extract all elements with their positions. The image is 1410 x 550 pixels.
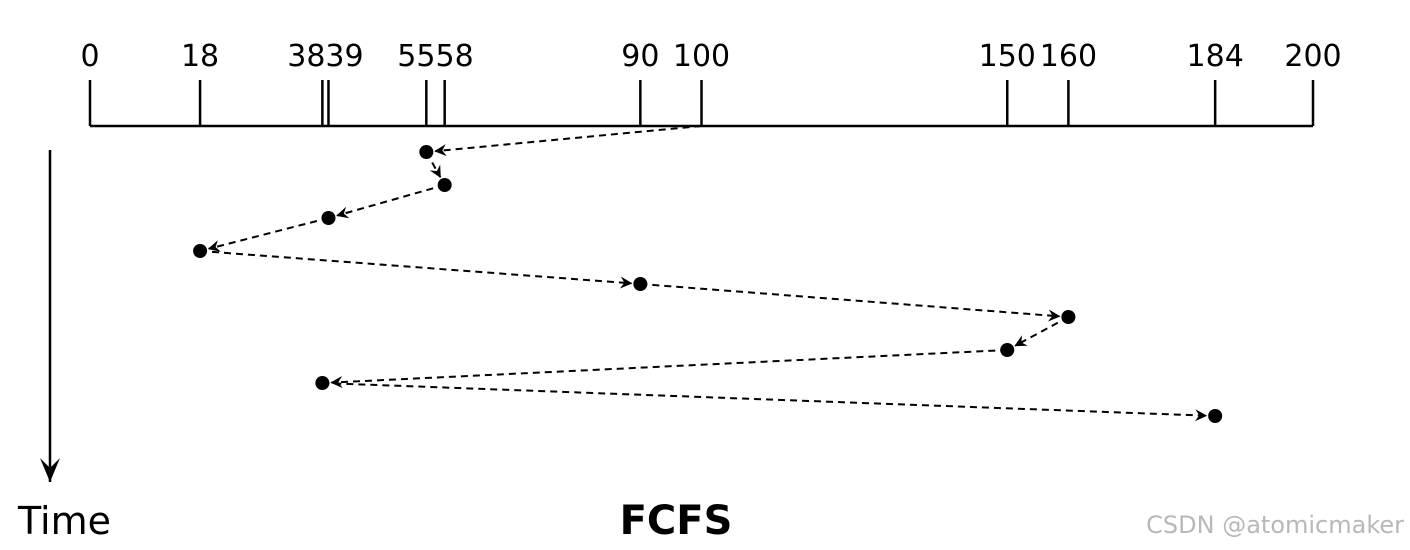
tick-label: 38: [287, 39, 325, 74]
seek-arrow: [330, 349, 1008, 389]
seek-arrow: [336, 184, 445, 219]
tick-label: 55: [397, 39, 435, 74]
tick-label: 100: [673, 39, 730, 74]
tick-label: 200: [1284, 39, 1341, 74]
time-label: Time: [17, 499, 111, 543]
tick-label: 184: [1187, 39, 1244, 74]
tick-label: 39: [325, 39, 363, 74]
title: FCFS: [620, 498, 733, 544]
watermark: CSDN @atomicmaker: [1146, 511, 1404, 539]
marks: [193, 125, 1223, 423]
request-dot: [1208, 409, 1223, 423]
seek-arrow: [434, 125, 702, 157]
tick-label: 160: [1040, 39, 1097, 74]
tick-label: 150: [979, 39, 1036, 74]
tick-label: 18: [181, 39, 219, 74]
seek-arrow: [640, 283, 1061, 322]
seek-arrow: [1014, 316, 1069, 347]
seek-arrow: [322, 382, 1208, 422]
tick-label: 58: [435, 39, 473, 74]
seek-arrow: [199, 250, 633, 289]
tick-label: 90: [621, 39, 659, 74]
seek-arrow: [425, 151, 442, 179]
ticks: 0 18 38 39 55 58 90 100 150 160 184 200: [80, 39, 1342, 126]
seek-arrow: [207, 217, 329, 252]
tick-label: 0: [80, 39, 99, 74]
